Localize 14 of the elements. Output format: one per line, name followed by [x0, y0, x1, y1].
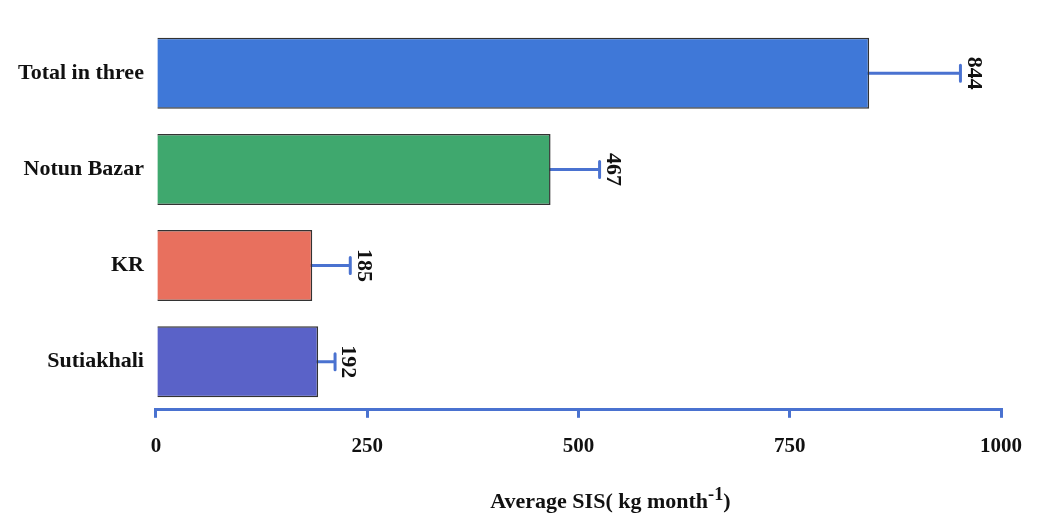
- y-tick-label: KR: [110, 251, 146, 277]
- data-label: 467: [601, 152, 627, 186]
- data-label: 192: [337, 345, 363, 379]
- y-tick-label: Total in three: [17, 58, 145, 84]
- x-tick-label: 250: [351, 432, 383, 457]
- y-tick-label: Sutiakhali: [47, 347, 144, 373]
- x-tick-label: 0: [150, 432, 162, 457]
- data-label: 185: [352, 249, 378, 283]
- x-tick-label: 1000: [980, 432, 1022, 457]
- x-tick-label: 750: [773, 432, 806, 457]
- y-tick-label: Notun Bazar: [23, 155, 145, 181]
- x-tick-label: 500: [562, 432, 595, 457]
- annotation: 844: [962, 56, 988, 90]
- x-axis-title: Average SIS( kg month$^{-1}$): [489, 484, 732, 515]
